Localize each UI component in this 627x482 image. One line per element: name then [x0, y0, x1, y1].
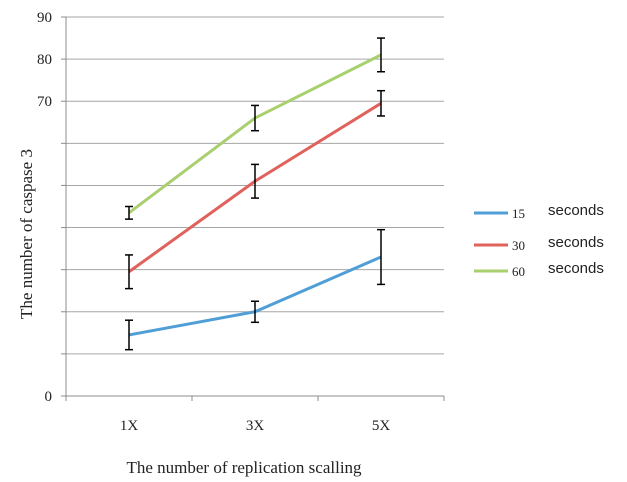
y-tick-label: 70: [37, 94, 52, 110]
error-bar: [251, 104, 259, 132]
error-bar: [251, 300, 259, 324]
legend-entry-name: 30: [512, 238, 525, 253]
legend-entry-unit: seconds: [548, 260, 604, 277]
axes: [61, 16, 445, 401]
error-bar: [251, 163, 259, 199]
error-bar: [377, 228, 385, 286]
legend-entry-name: 15: [512, 206, 525, 221]
series-line: [128, 255, 382, 337]
legend-entry-unit: seconds: [548, 202, 604, 219]
legend-entry-name: 60: [512, 264, 525, 279]
x-tick-labels: 1X 3X 5X: [120, 418, 391, 434]
y-axis-title: The number of caspase 3: [17, 149, 36, 319]
y-tick-label: 80: [37, 52, 52, 68]
y-tick-label: 0: [45, 389, 53, 405]
x-tick-label: 1X: [120, 418, 139, 434]
x-tick-label: 3X: [246, 418, 265, 434]
y-tick-label: 90: [37, 10, 52, 26]
error-bar: [377, 89, 385, 117]
legend-entry-unit: seconds: [548, 234, 604, 251]
error-bar: [377, 37, 385, 73]
error-bar: [125, 254, 133, 290]
error-bar: [125, 205, 133, 220]
x-tick-label: 5X: [372, 418, 391, 434]
series-group: [125, 37, 385, 351]
legend: 15 seconds 30 seconds 60 seconds: [474, 202, 604, 279]
error-bar: [125, 319, 133, 351]
y-tick-labels: 0 70 80 90: [37, 10, 52, 405]
x-axis-title: The number of replication scalling: [126, 458, 362, 477]
